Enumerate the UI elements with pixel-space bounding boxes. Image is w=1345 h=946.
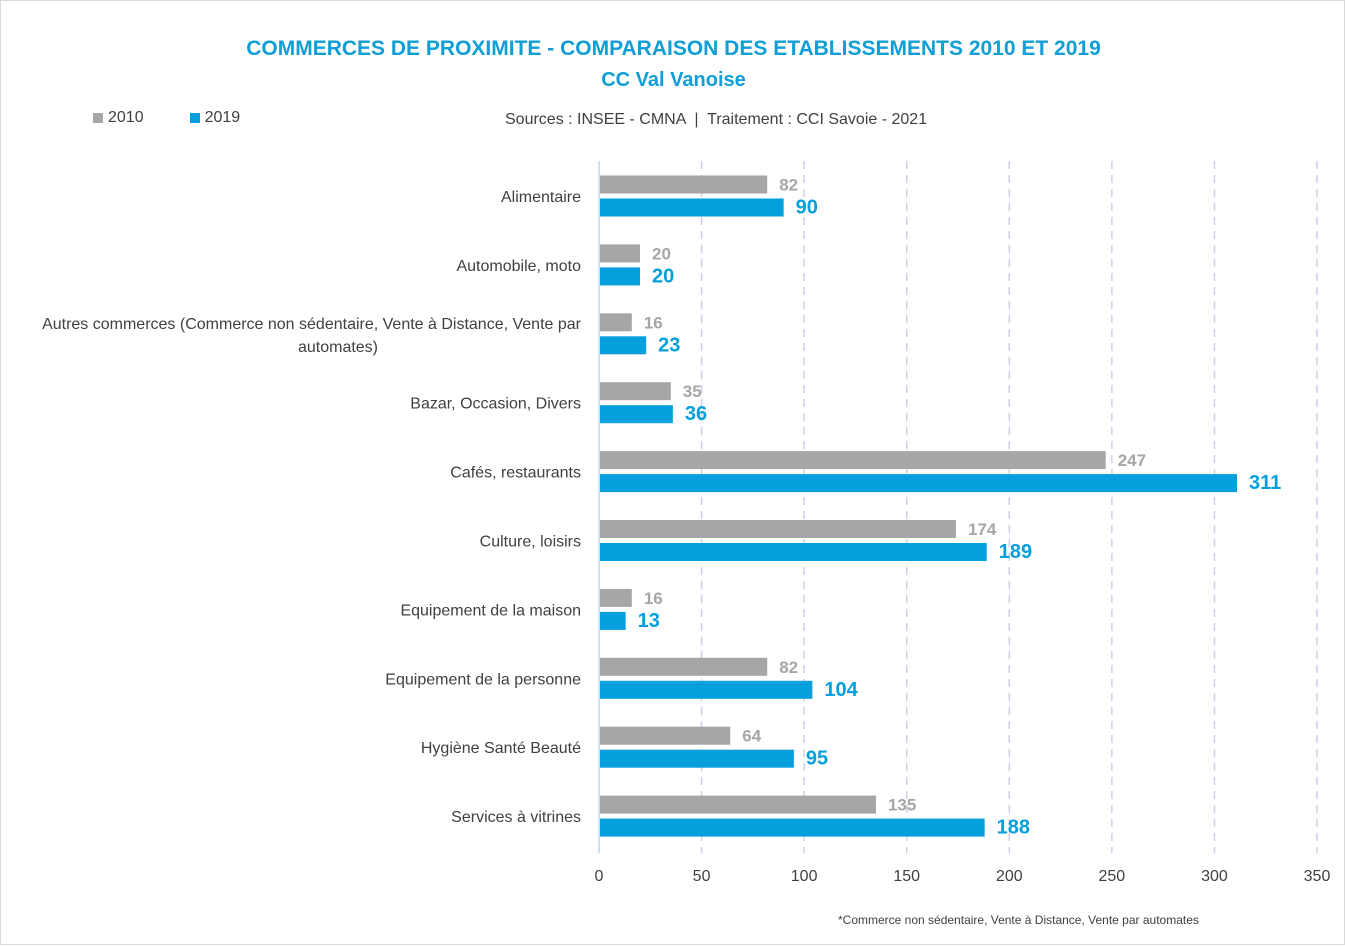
data-label-2010: 35 xyxy=(683,382,702,401)
bar-2010 xyxy=(600,451,1106,470)
data-label-2019: 104 xyxy=(824,679,858,701)
data-label-2019: 36 xyxy=(685,403,707,425)
data-label-2019: 90 xyxy=(796,197,818,219)
bar-2010 xyxy=(600,657,768,676)
x-tick-label: 50 xyxy=(693,868,711,885)
data-label-2010: 82 xyxy=(779,176,798,195)
x-tick-label: 0 xyxy=(595,868,604,885)
x-tick-label: 200 xyxy=(996,868,1023,885)
x-tick-label: 250 xyxy=(1099,868,1126,885)
bar-2010 xyxy=(600,313,632,332)
bar-2019 xyxy=(600,267,641,286)
chart-subtitle: CC Val Vanoise xyxy=(601,69,746,91)
category-label: Equipement de la maison xyxy=(400,602,581,619)
data-label-2019: 95 xyxy=(806,748,828,770)
x-tick-label: 350 xyxy=(1304,868,1331,885)
data-label-2019: 189 xyxy=(999,541,1032,563)
bar-2019 xyxy=(600,680,813,699)
category-label: Hygiène Santé Beauté xyxy=(421,740,581,757)
bar-2019 xyxy=(600,198,784,217)
legend: 2010 2019 xyxy=(93,109,240,127)
sources-note: Sources : INSEE - CMNA | Traitement : CC… xyxy=(505,111,928,128)
x-tick-label: 100 xyxy=(791,868,818,885)
bar-2019 xyxy=(600,749,794,768)
category-label: Alimentaire xyxy=(501,189,581,206)
data-label-2010: 20 xyxy=(652,244,671,263)
bar-2019 xyxy=(600,336,647,355)
data-label-2010: 16 xyxy=(644,589,663,608)
bar-2019 xyxy=(600,611,626,630)
category-label: Culture, loisirs xyxy=(480,534,581,551)
bar-2010 xyxy=(600,244,641,263)
category-label: Equipement de la personne xyxy=(385,671,581,688)
bar-2010 xyxy=(600,520,956,538)
legend-swatch-2010 xyxy=(93,113,103,123)
bar-2010 xyxy=(600,726,731,745)
data-label-2019: 23 xyxy=(658,334,680,356)
legend-swatch-2019 xyxy=(189,113,200,123)
bar-2010 xyxy=(600,382,671,401)
footnote: *Commerce non sédentaire, Vente à Distan… xyxy=(838,913,1199,927)
category-label: Bazar, Occasion, Divers xyxy=(410,396,581,413)
x-tick-label: 300 xyxy=(1201,868,1228,885)
data-label-2010: 135 xyxy=(888,796,916,815)
category-label: Autres commerces (Commerce non sédentair… xyxy=(42,316,582,356)
legend-label-2010: 2010 xyxy=(108,109,144,126)
bar-2019 xyxy=(600,405,673,424)
data-label-2010: 16 xyxy=(644,313,663,332)
chart-title: COMMERCES DE PROXIMITE - COMPARAISON DES… xyxy=(246,37,1101,60)
legend-label-2019: 2019 xyxy=(204,109,241,126)
bar-2019 xyxy=(600,818,985,837)
bar-2019 xyxy=(600,474,1237,493)
category-label: Cafés, restaurants xyxy=(450,465,581,482)
category-label: Services à vitrines xyxy=(451,809,581,826)
data-label-2019: 13 xyxy=(638,610,660,632)
data-label-2019: 20 xyxy=(652,265,674,287)
legend-item-2019: 2019 xyxy=(189,109,241,127)
data-label-2010: 64 xyxy=(742,727,761,746)
data-label-2019: 188 xyxy=(997,817,1030,839)
legend-item-2010: 2010 xyxy=(93,109,144,127)
data-label-2010: 82 xyxy=(779,658,798,677)
data-label-2019: 311 xyxy=(1249,472,1281,494)
bar-2010 xyxy=(600,795,876,814)
data-label-2010: 247 xyxy=(1118,451,1146,470)
bar-2019 xyxy=(600,543,987,561)
x-tick-label: 150 xyxy=(893,868,920,885)
bar-2010 xyxy=(600,175,768,194)
category-label: Automobile, moto xyxy=(456,258,581,275)
bar-2010 xyxy=(600,588,632,607)
data-label-2010: 174 xyxy=(968,520,997,539)
